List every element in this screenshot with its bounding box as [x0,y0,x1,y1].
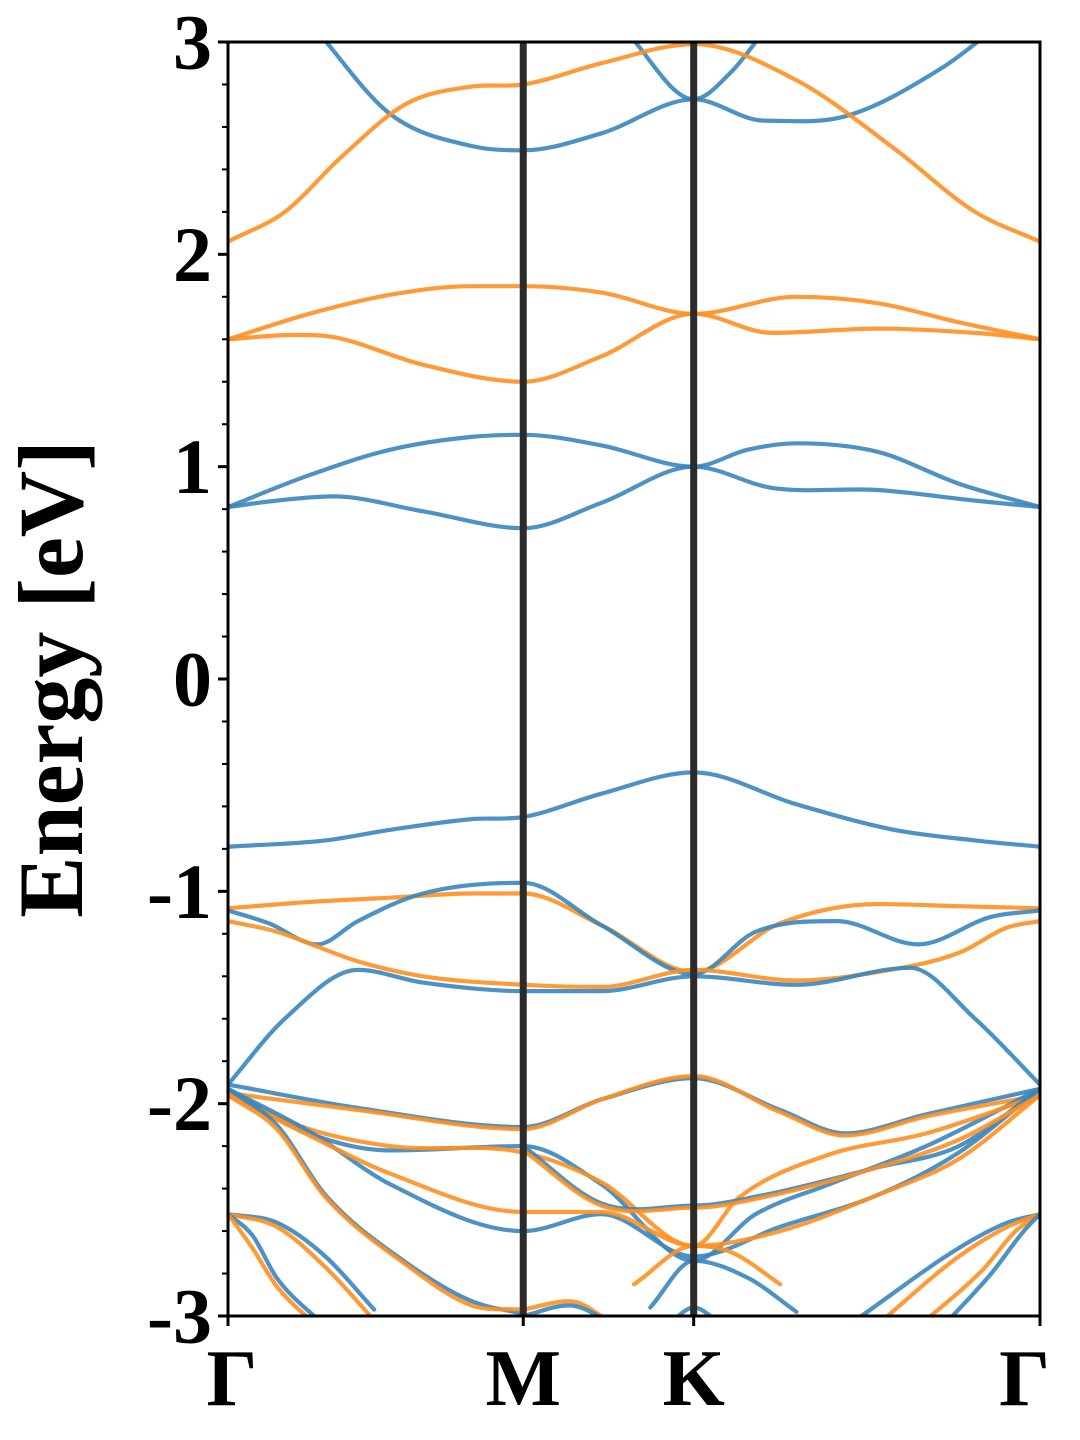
blue-band-line [228,770,1040,849]
blue-band-line [228,1212,377,1312]
x-tick-label: Γ [207,1335,258,1423]
x-tick-label: K [663,1335,725,1423]
y-axis-ticks: -3 -2 -1 0 1 2 3 [147,0,228,1360]
orange-band-line [228,1074,1040,1138]
blue-band-line [648,1258,799,1314]
orange-band-line [521,1093,1040,1214]
y-tick-label: 2 [173,211,212,298]
y-tick-label: 0 [173,636,212,723]
y-tick-label: 1 [173,423,212,510]
orange-band-line [884,1212,1040,1316]
x-tick-label: M [485,1335,561,1423]
orange-band-line [927,1212,1040,1316]
blue-band-line [949,1212,1040,1316]
blue-band-line [228,432,1040,510]
y-tick-label: -3 [147,1273,212,1360]
plot-frame [226,40,1042,1318]
blue-band-line [228,464,1040,531]
orange-band-line [228,311,1040,384]
orange-band-line [228,284,1040,342]
orange-band-line [631,1243,783,1287]
x-tick-label: Γ [999,1335,1050,1423]
orange-band-line [228,42,1040,244]
y-axis-label: Energy [eV] [0,440,102,918]
orange-band-line [228,1212,374,1316]
blue-band-line [228,1212,318,1316]
orange-band-line [521,1299,605,1316]
orange-band-line [228,919,1040,989]
blue-band-line [859,1212,1040,1316]
y-tick-label: -2 [147,1060,212,1147]
band-lines [228,42,1040,1316]
blue-band-line [228,880,1040,977]
blue-band-line [521,1303,603,1316]
orange-band-line [228,1093,526,1312]
y-tick-label: 3 [173,0,212,86]
blue-band-line [228,965,1040,1087]
orange-band-line [228,1093,1040,1248]
y-tick-label: -1 [147,848,212,935]
orange-band-line [228,1093,1040,1248]
blue-band-line [323,42,981,153]
blue-band-line [228,1086,1040,1259]
high-symmetry-lines [519,42,698,1316]
orange-band-line [228,1212,310,1316]
